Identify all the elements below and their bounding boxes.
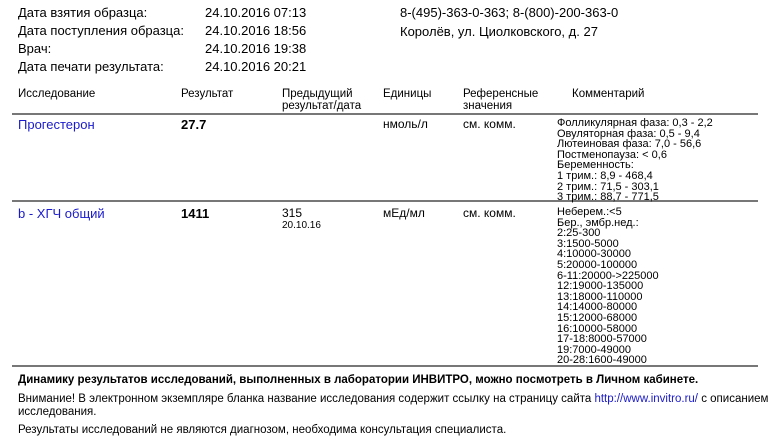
header-prev: Предыдущий результат/дата <box>282 88 362 112</box>
header-comment: Комментарий <box>572 88 645 100</box>
divider <box>12 365 758 367</box>
disclaimer: Результаты исследований не являются диаг… <box>18 424 507 436</box>
comment-line: 3:1500-5000 <box>557 237 619 250</box>
comment-line: 5:20000-100000 <box>557 258 638 271</box>
test-name-link[interactable]: Прогестерон <box>18 117 95 132</box>
notice-post: с описанием <box>698 393 769 405</box>
info-label: Дата взятия образца: <box>18 5 148 20</box>
header-units: Единицы <box>383 88 432 100</box>
comment-line: Постменопауза: < 0,6 <box>557 148 667 161</box>
header-result: Результат <box>181 88 234 100</box>
comment-line: Овуляторная фаза: 0,5 - 9,4 <box>557 127 700 140</box>
lab-phones: 8-(495)-363-0-363; 8-(800)-200-363-0 <box>400 5 619 20</box>
info-label: Дата поступления образца: <box>18 23 184 38</box>
comment-line: 20-28:1600-49000 <box>557 354 647 367</box>
result-value: 1411 <box>181 206 210 221</box>
info-value: 24.10.2016 19:38 <box>205 41 307 56</box>
info-value: 24.10.2016 18:56 <box>205 23 307 38</box>
comment-line: 17-18:8000-57000 <box>557 333 647 346</box>
comment-line: 13:18000-110000 <box>557 290 643 303</box>
divider <box>12 113 758 115</box>
comment-line: Фолликулярная фаза: 0,3 - 2,2 <box>557 117 713 129</box>
previous-date: 20.10.16 <box>282 220 321 231</box>
comment-line: 6-11:20000->225000 <box>557 269 659 282</box>
reference: см. комм. <box>463 117 516 131</box>
comment-line: 2 трим.: 71,5 - 303,1 <box>557 180 659 193</box>
comment-line: 14:14000-80000 <box>557 301 638 314</box>
notice: Внимание! В электронном экземпляре бланк… <box>18 393 769 418</box>
info-label: Дата печати результата: <box>18 59 164 74</box>
header-test: Исследование <box>18 88 96 100</box>
info-value: 24.10.2016 20:21 <box>205 59 307 74</box>
test-name-link[interactable]: b - ХГЧ общий <box>18 206 105 221</box>
previous-result: 315 <box>282 206 303 220</box>
info-label: Врач: <box>18 41 52 56</box>
comment-line: 1 трим.: 8,9 - 468,4 <box>557 169 653 182</box>
comment-line: Лютеиновая фаза: 7,0 - 56,6 <box>557 138 702 151</box>
comment: Фолликулярная фаза: 0,3 - 2,2 Овуляторная… <box>557 118 713 203</box>
lab-address: Королёв, ул. Циолковского, д. 27 <box>400 24 598 39</box>
comment-line: 4:10000-30000 <box>557 248 632 261</box>
comment-line: 16:10000-58000 <box>557 322 638 335</box>
comment-line: 12:19000-135000 <box>557 280 644 293</box>
comment-line: Бер., эмбр.нед.: <box>557 216 639 229</box>
comment-line: Неберем.:<5 <box>557 206 622 218</box>
info-value: 24.10.2016 07:13 <box>205 5 307 20</box>
comment-line: 3 трим.: 88,7 - 771,5 <box>557 191 659 204</box>
units: мЕд/мл <box>383 206 425 220</box>
comment-line: Беременность: <box>557 159 634 172</box>
divider <box>12 200 758 202</box>
comment: Неберем.:<5 Бер., эмбр.нед.: 2:25-300 3:150… <box>557 207 659 366</box>
header-ref: Референсные значения <box>463 88 539 112</box>
comment-line: 15:12000-68000 <box>557 311 638 324</box>
cabinet-note: Динамику результатов исследований, выпол… <box>18 374 699 386</box>
reference: см. комм. <box>463 206 516 220</box>
result-value: 27.7 <box>181 117 207 132</box>
comment-line: 2:25-300 <box>557 227 601 240</box>
units: нмоль/л <box>383 117 428 131</box>
invitro-link[interactable]: http://www.invitro.ru/ <box>594 393 699 405</box>
comment-line: 19:7000-49000 <box>557 343 632 356</box>
